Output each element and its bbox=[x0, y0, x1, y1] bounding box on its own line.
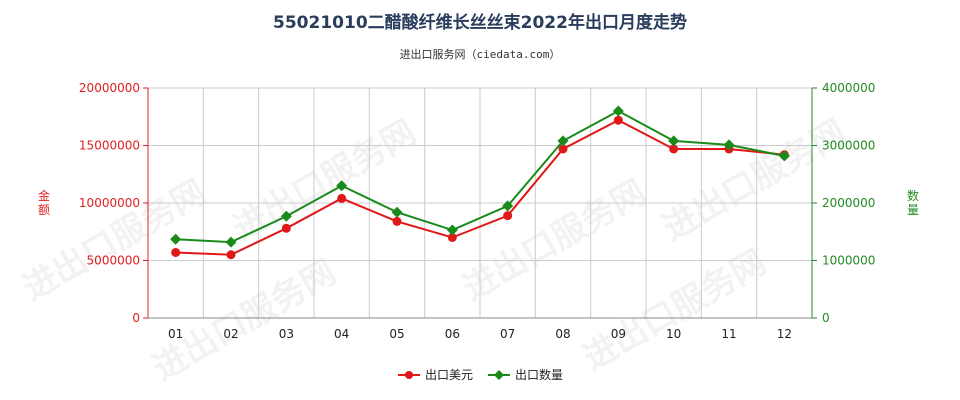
data-point-export-quantity bbox=[391, 206, 403, 218]
right-axis-title-char: 量 bbox=[907, 203, 919, 217]
watermark-text: 进出口服务网 bbox=[146, 252, 343, 389]
data-point-export-value bbox=[337, 193, 347, 203]
series-line-export-value bbox=[175, 119, 785, 256]
x-axis-tick-label: 01 bbox=[168, 327, 183, 341]
x-axis-tick-label: 05 bbox=[389, 327, 404, 341]
legend: 出口美元 出口数量 bbox=[398, 367, 563, 382]
data-point-export-value bbox=[281, 223, 291, 233]
data-point-export-quantity bbox=[170, 233, 182, 245]
data-point-export-value bbox=[226, 250, 236, 260]
data-point-export-quantity bbox=[778, 150, 790, 162]
data-point-export-quantity bbox=[336, 180, 348, 192]
data-point-export-quantity bbox=[723, 139, 735, 151]
left-axis-tick-label: 15000000 bbox=[79, 139, 140, 153]
x-axis-tick-label: 09 bbox=[611, 327, 626, 341]
watermark-text: 进出口服务网 bbox=[226, 112, 423, 249]
data-point-export-value bbox=[558, 144, 568, 154]
right-axis-title-text: 数量 bbox=[907, 188, 919, 217]
x-axis-tick-label: 03 bbox=[279, 327, 294, 341]
left-axis-tick-label: 20000000 bbox=[79, 81, 140, 95]
chart-title: 55021010二醋酸纤维长丝丝束2022年出口月度走势 bbox=[273, 13, 687, 33]
x-axis-tick-label: 02 bbox=[223, 327, 238, 341]
legend-swatch-marker bbox=[494, 370, 504, 380]
data-point-export-quantity bbox=[225, 236, 237, 248]
right-axis-tick-label: 4000000 bbox=[822, 81, 875, 95]
series-line-export-quantity bbox=[175, 109, 785, 244]
right-axis-tick-label: 2000000 bbox=[822, 196, 875, 210]
left-axis-tick-label: 5000000 bbox=[87, 254, 140, 268]
x-axis-tick-label: 06 bbox=[445, 327, 460, 341]
data-point-export-quantity bbox=[557, 135, 569, 147]
legend-swatch-marker bbox=[405, 371, 413, 379]
data-point-export-quantity bbox=[280, 210, 292, 222]
data-point-export-value bbox=[503, 211, 513, 221]
data-point-export-value bbox=[669, 144, 679, 154]
right-axis-tick-label: 3000000 bbox=[822, 139, 875, 153]
watermark-text: 进出口服务网 bbox=[456, 172, 653, 309]
data-point-export-value bbox=[171, 247, 181, 257]
data-point-export-quantity bbox=[612, 105, 624, 117]
left-axis-tick-label: 10000000 bbox=[79, 196, 140, 210]
right-axis-title-char: 数 bbox=[907, 188, 919, 203]
right-axis-tick-label: 1000000 bbox=[822, 254, 875, 268]
left-axis-title-text: 金额 bbox=[38, 188, 50, 217]
right-axis-title: 数量 bbox=[907, 188, 919, 217]
grid-layer bbox=[147, 87, 813, 319]
data-point-export-quantity bbox=[668, 135, 680, 147]
data-point-export-value bbox=[447, 233, 457, 242]
data-point-export-quantity bbox=[446, 224, 458, 236]
watermark-text: 进出口服务网 bbox=[656, 112, 853, 249]
legend-label: 出口美元 bbox=[425, 368, 473, 382]
x-axis-tick-label: 10 bbox=[666, 327, 681, 341]
series-layer bbox=[170, 105, 790, 260]
x-axis-tick-label: 11 bbox=[721, 327, 736, 341]
x-axis-tick-label: 08 bbox=[555, 327, 570, 341]
data-point-export-quantity bbox=[502, 200, 514, 212]
data-point-export-value bbox=[392, 216, 402, 226]
left-axis-title: 金额 bbox=[38, 188, 50, 217]
watermark-text: 进出口服务网 bbox=[576, 242, 773, 379]
x-axis-tick-label: 07 bbox=[500, 327, 515, 341]
left-axis-title-char: 额 bbox=[38, 203, 50, 217]
axis-layer: 0 5000000 10000000 15000000 20000000 0 1000000… bbox=[38, 81, 919, 341]
left-axis-tick-label: 0 bbox=[132, 311, 140, 325]
x-axis-tick-label: 04 bbox=[334, 327, 349, 341]
legend-label: 出口数量 bbox=[515, 367, 563, 382]
chart-subtitle: 进出口服务网（ciedata.com） bbox=[399, 48, 561, 61]
right-axis-tick-label: 0 bbox=[822, 311, 830, 325]
x-axis-tick-label: 12 bbox=[777, 327, 792, 341]
legend-item-export-quantity: 出口数量 bbox=[488, 367, 563, 382]
data-point-export-value bbox=[613, 115, 623, 125]
legend-item-export-value: 出口美元 bbox=[398, 368, 473, 382]
left-axis-title-char: 金 bbox=[38, 188, 50, 203]
